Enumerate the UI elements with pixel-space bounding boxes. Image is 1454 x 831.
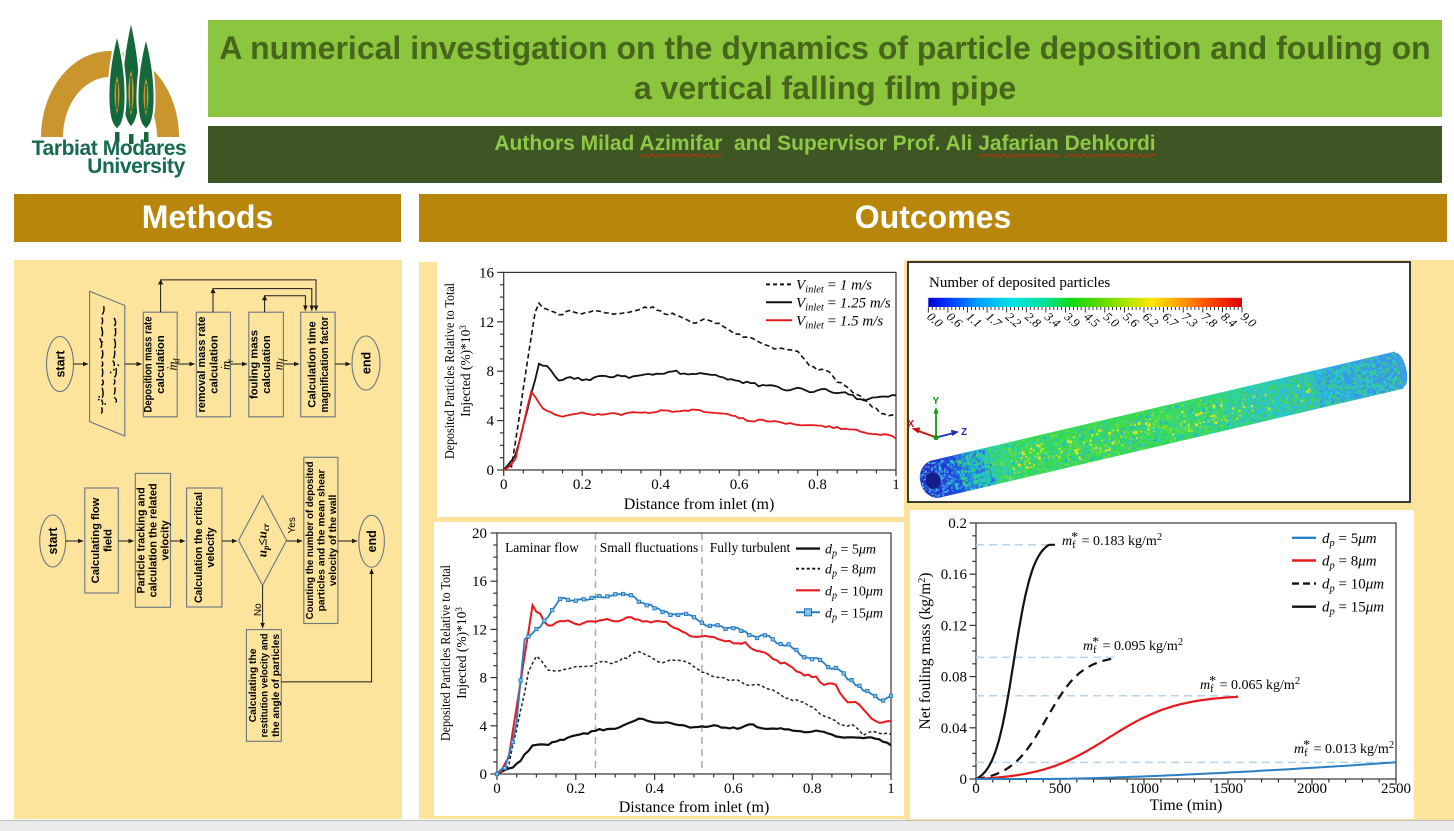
svg-text:end: end (359, 352, 373, 374)
svg-text:mf* = 0.095 kg/m2: mf* = 0.095 kg/m2 (1083, 635, 1183, 656)
svg-text:removal mass ratecalculationm.: removal mass ratecalculationm.r (196, 317, 235, 413)
svg-text:Small fluctuations: Small fluctuations (600, 540, 699, 555)
svg-text:16: 16 (479, 265, 495, 281)
svg-text:Vinlet = 1.25 m/s: Vinlet = 1.25 m/s (796, 295, 891, 313)
svg-text:0: 0 (972, 781, 980, 797)
svg-text:Calculating flowfield: Calculating flowfield (90, 497, 115, 583)
svg-text:1000: 1000 (1129, 781, 1159, 797)
svg-text:Time (min): Time (min) (1150, 797, 1223, 814)
svg-text:mf* = 0.013 kg/m2: mf* = 0.013 kg/m2 (1294, 738, 1394, 759)
svg-text:Y: Y (933, 396, 940, 407)
svg-text:dp = 5μm: dp = 5μm (825, 543, 876, 560)
svg-text:Calculating therestitution vel: Calculating therestitution velocity andt… (248, 633, 282, 737)
svg-text:Injected (%)*103: Injected (%)*103 (454, 607, 469, 699)
svg-text:Fully turbulent: Fully turbulent (710, 540, 791, 555)
svg-text:Laminar flow: Laminar flow (505, 540, 579, 555)
svg-text:0.2: 0.2 (948, 516, 967, 532)
svg-text:University: University (87, 155, 185, 178)
svg-text:0: 0 (480, 767, 488, 783)
svg-text:0.8: 0.8 (803, 781, 822, 797)
svg-text:up≤ucr: up≤ucr (255, 523, 272, 557)
svg-text:No: No (253, 603, 264, 616)
svg-text:Z: Z (961, 427, 967, 438)
svg-text:dp = 8μm: dp = 8μm (1322, 554, 1377, 572)
svg-text:1500: 1500 (1213, 781, 1243, 797)
svg-text:0.4: 0.4 (645, 781, 664, 797)
svg-text:12: 12 (472, 622, 487, 638)
svg-text:Net fouling mass (kg/m2): Net fouling mass (kg/m2) (917, 573, 934, 730)
svg-text:dp = 10μm: dp = 10μm (825, 584, 883, 601)
svg-text:0: 0 (500, 477, 508, 493)
svg-text:fouling masscalculationmf: fouling masscalculationmf (249, 330, 288, 399)
svg-text:1: 1 (887, 781, 895, 797)
svg-text:0.2: 0.2 (566, 781, 585, 797)
svg-text:0: 0 (493, 781, 501, 797)
svg-text:dp = 15μm: dp = 15μm (1322, 600, 1384, 618)
svg-text:mf* = 0.065 kg/m2: mf* = 0.065 kg/m2 (1200, 674, 1300, 695)
svg-text:20: 20 (472, 526, 487, 542)
svg-text:0.6: 0.6 (724, 781, 743, 797)
svg-text:8: 8 (480, 671, 488, 687)
svg-text:0: 0 (960, 772, 968, 788)
svg-text:4: 4 (480, 719, 488, 735)
svg-text:Vinlet = 1 m/s: Vinlet = 1 m/s (796, 278, 872, 296)
svg-text:X: X (908, 419, 915, 430)
svg-text:Calculation timemagnification: Calculation timemagnification factor (307, 316, 332, 413)
svg-text:dp = 8μm: dp = 8μm (825, 563, 876, 580)
svg-text:Particle tracking andcalculati: Particle tracking andcalculation the rel… (136, 483, 172, 597)
svg-text:dp = 10μm: dp = 10μm (1322, 577, 1384, 595)
svg-text:Yes: Yes (287, 517, 298, 533)
svg-text:16: 16 (472, 574, 488, 590)
svg-text:start: start (46, 527, 60, 555)
svg-text:0.2: 0.2 (573, 477, 592, 493)
svg-text:8: 8 (487, 364, 495, 380)
svg-text:0.12: 0.12 (941, 618, 967, 634)
svg-text:Number of deposited particles: Number of deposited particles (929, 275, 1110, 291)
svg-text:mf* = 0.183 kg/m2: mf* = 0.183 kg/m2 (1062, 530, 1162, 551)
svg-text:Deposited Particles Relative t: Deposited Particles Relative to Total (438, 565, 453, 741)
svg-text:Counting the number of deposit: Counting the number of depositedparticle… (305, 461, 339, 619)
svg-text:Calculation the criticalveloci: Calculation the criticalvelocity (193, 492, 217, 603)
svg-text:2500: 2500 (1381, 781, 1411, 797)
svg-text:0: 0 (487, 463, 495, 479)
svg-text:0.16: 0.16 (941, 567, 968, 583)
svg-text:0.08: 0.08 (941, 670, 967, 686)
svg-text:0.8: 0.8 (808, 477, 827, 493)
svg-text:Deposition mass ratecalculatio: Deposition mass ratecalculationm.d (143, 317, 182, 413)
svg-text:Deposited Particles Relative t: Deposited Particles Relative to Total (442, 283, 457, 459)
svg-text:end: end (365, 530, 379, 552)
svg-text:12: 12 (479, 315, 494, 331)
svg-text:start: start (53, 350, 67, 378)
svg-text:Distance from inlet (m): Distance from inlet (m) (619, 799, 770, 816)
svg-text:500: 500 (1049, 781, 1072, 797)
svg-text:dp = 15μm: dp = 15μm (825, 606, 883, 623)
svg-text:0.6: 0.6 (730, 477, 749, 493)
svg-text:0.04: 0.04 (941, 721, 968, 737)
svg-text:dp = 5μm: dp = 5μm (1322, 531, 1377, 549)
svg-text:Tarbiat Modares: Tarbiat Modares (32, 137, 187, 160)
svg-text:4: 4 (487, 414, 495, 430)
svg-text:Injected (%)*103: Injected (%)*103 (458, 325, 473, 417)
svg-text:0.4: 0.4 (651, 477, 670, 493)
svg-text:2000: 2000 (1297, 781, 1327, 797)
svg-text:1: 1 (892, 477, 900, 493)
svg-text:Distance from inlet (m): Distance from inlet (m) (624, 496, 775, 513)
